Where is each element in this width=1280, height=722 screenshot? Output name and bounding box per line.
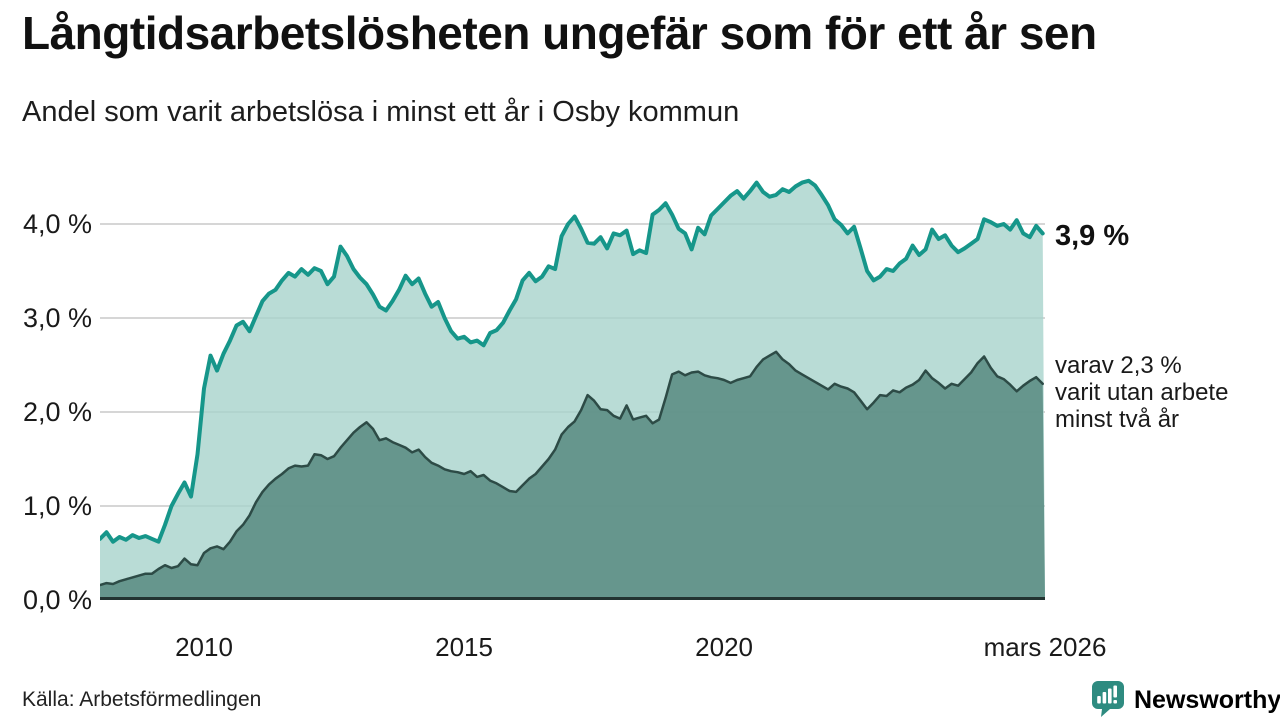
series2-label-line: minst två år <box>1055 406 1180 433</box>
series1-end-value-label: 3,9 % <box>1055 220 1130 252</box>
page-subtitle: Andel som varit arbetslösa i minst ett å… <box>22 96 740 128</box>
y-axis-tick-label: 0,0 % <box>22 585 92 615</box>
series2-end-value-label: varav 2,3 % varit utan arbete minst två … <box>1055 352 1228 433</box>
newsworthy-logo-icon <box>1090 679 1126 722</box>
newsworthy-logo-text: Newsworthy <box>1134 685 1280 714</box>
y-axis-tick-label: 2,0 % <box>22 397 92 427</box>
stacked-area-chart <box>100 178 1045 600</box>
source-note: Källa: Arbetsförmedlingen <box>22 688 262 711</box>
x-axis-tick-label: 2020 <box>695 632 754 662</box>
newsworthy-branding: Newsworthy <box>1090 680 1280 720</box>
series2-label-line: varit utan arbete <box>1055 379 1229 406</box>
page-title: Långtidsarbetslösheten ungefär som för e… <box>22 7 1097 59</box>
x-axis-tick-label: mars 2026 <box>983 632 1107 662</box>
y-axis-tick-label: 1,0 % <box>22 491 92 521</box>
y-axis-tick-label: 4,0 % <box>22 209 92 239</box>
x-axis-tick-label: 2015 <box>435 632 493 662</box>
series2-label-line: varav 2,3 % <box>1055 352 1182 379</box>
y-axis-tick-label: 3,0 % <box>22 303 92 333</box>
x-axis-tick-label: 2010 <box>175 632 233 662</box>
